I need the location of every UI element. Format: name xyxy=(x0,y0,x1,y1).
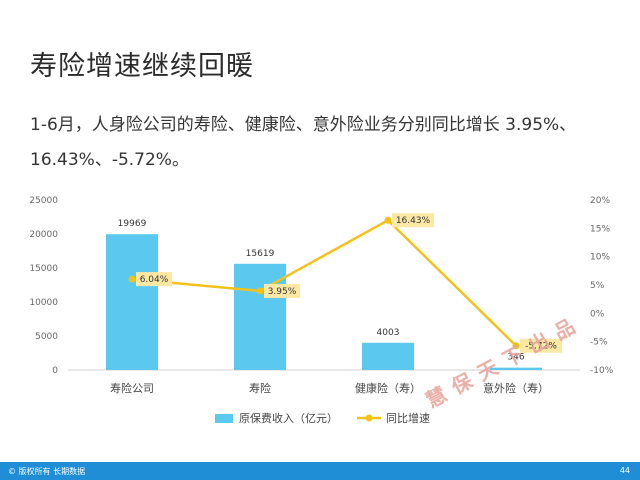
y-left-tick-label: 25000 xyxy=(29,196,58,206)
combo-chart: 0 5000 10000 15000 20000 25000 -10% -5% 0% 5% 10% 1… xyxy=(29,196,614,425)
legend-bar-swatch xyxy=(215,414,233,423)
bar-value-label: 4003 xyxy=(377,328,400,338)
x-tick-label: 寿险公司 xyxy=(110,381,154,395)
legend-line-marker xyxy=(365,414,373,422)
y-right-tick-label: 20% xyxy=(590,196,610,206)
line-point xyxy=(512,342,520,350)
x-tick-label: 健康险（寿） xyxy=(355,381,421,395)
line-point xyxy=(384,216,392,224)
line-point xyxy=(128,275,136,283)
line-point xyxy=(256,287,264,295)
y-right-tick-label: 15% xyxy=(590,224,610,234)
bar xyxy=(106,234,158,370)
line-value-label: 3.95% xyxy=(268,287,297,297)
bar xyxy=(362,342,414,370)
bar-value-label: 346 xyxy=(507,353,524,363)
x-tick-label: 寿险 xyxy=(249,381,271,395)
legend-line-label: 同比增速 xyxy=(386,411,430,425)
y-right-tick-label: 10% xyxy=(590,253,610,263)
footer-copyright: © 版权所有 长期数据 xyxy=(8,467,86,476)
line-value-label: 6.04% xyxy=(140,275,169,285)
y-right-tick-label: -5% xyxy=(590,338,608,348)
bar-value-label: 19969 xyxy=(118,219,147,229)
y-left-tick-label: 15000 xyxy=(29,264,58,274)
y-right-tick-label: -10% xyxy=(590,366,614,376)
y-right-tick-label: 0% xyxy=(590,309,605,319)
y-left-tick-label: 10000 xyxy=(29,298,58,308)
line-label-background xyxy=(264,283,300,298)
series-line xyxy=(131,218,517,347)
y-left-tick-label: 20000 xyxy=(29,230,58,240)
slide-title: 寿险增速继续回暖 xyxy=(30,51,254,82)
y-left-tick-label: 5000 xyxy=(35,332,58,342)
x-tick-label: 意外险（寿） xyxy=(483,381,549,395)
legend-bar-label: 原保费收入（亿元） xyxy=(239,411,338,425)
line-value-label: 16.43% xyxy=(396,216,431,226)
footer-bar: © 版权所有 长期数据 44 xyxy=(0,462,640,480)
line-label-background xyxy=(136,272,172,287)
line-label-background xyxy=(520,338,562,353)
line-value-label: -5.72% xyxy=(525,342,557,352)
y-right-tick-label: 5% xyxy=(590,281,605,291)
slide-subtitle: 1-6月，人身险公司的寿险、健康险、意外险业务分别同比增长 3.95%、16.4… xyxy=(30,115,577,170)
y-left-tick-label: 0 xyxy=(52,366,58,376)
line-label-background xyxy=(392,213,434,228)
bar xyxy=(490,367,542,370)
page-number: 44 xyxy=(619,466,630,475)
bar-value-label: 15619 xyxy=(246,249,275,259)
